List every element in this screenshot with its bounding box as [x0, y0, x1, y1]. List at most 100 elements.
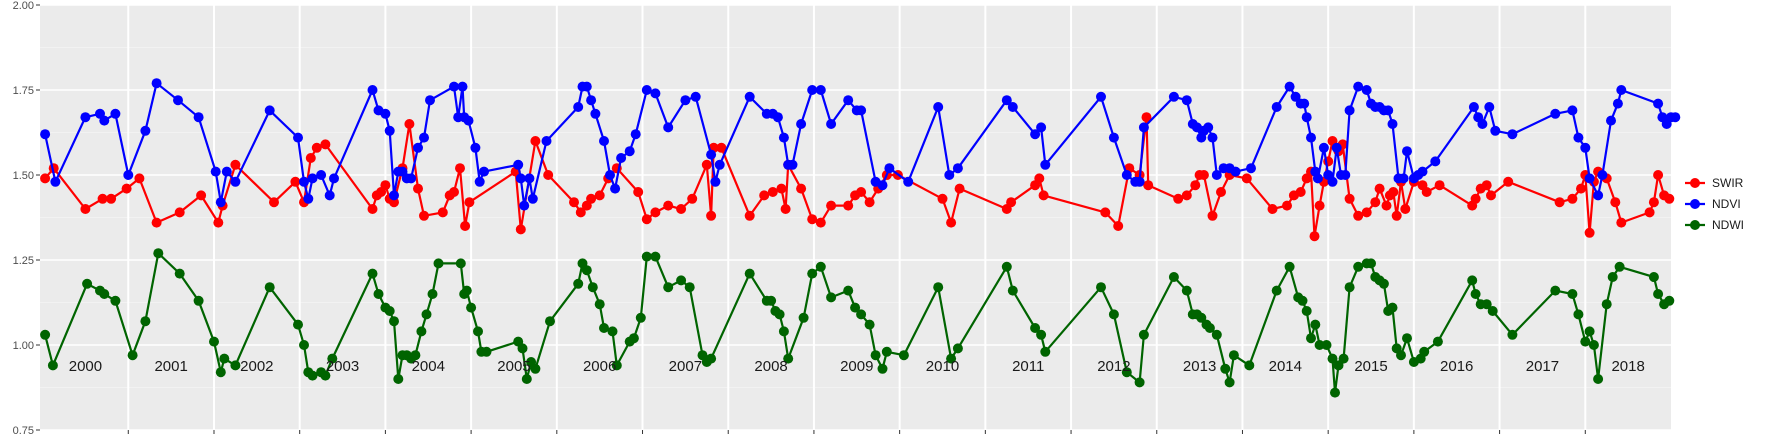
data-point: [937, 193, 948, 204]
data-point: [1353, 81, 1364, 92]
data-point: [210, 166, 221, 177]
data-point: [650, 207, 661, 218]
data-point: [933, 102, 944, 112]
data-point: [1040, 346, 1051, 357]
data-point: [1321, 340, 1332, 350]
year-label-2004: 2004: [412, 358, 445, 375]
data-point: [706, 210, 717, 221]
data-point: [1567, 289, 1578, 299]
data-point: [1503, 176, 1514, 187]
data-point: [594, 299, 605, 310]
data-point: [610, 183, 621, 194]
data-point: [404, 119, 415, 129]
data-point: [1550, 285, 1561, 296]
data-point: [1648, 197, 1659, 208]
data-point: [1216, 187, 1226, 197]
data-point: [815, 85, 826, 95]
data-point: [641, 214, 652, 225]
data-point: [40, 329, 51, 340]
data-point: [419, 210, 429, 221]
data-point: [264, 105, 275, 116]
legend-item-ndvi: NDVI: [1685, 197, 1741, 211]
year-label-2015: 2015: [1354, 358, 1387, 375]
data-point: [1430, 156, 1441, 167]
data-point: [1612, 98, 1623, 109]
data-point: [519, 200, 530, 211]
data-point: [663, 122, 674, 133]
data-point: [1344, 282, 1355, 293]
data-point: [783, 353, 794, 364]
data-point: [1477, 119, 1488, 129]
data-point: [1168, 91, 1179, 102]
data-point: [473, 326, 483, 337]
data-point: [311, 142, 322, 153]
data-point: [47, 360, 58, 371]
data-point: [1670, 112, 1681, 123]
year-label-2010: 2010: [926, 358, 959, 375]
data-point: [1006, 197, 1017, 208]
data-point: [305, 153, 316, 163]
data-point: [1108, 132, 1119, 143]
data-point: [140, 316, 151, 327]
data-point: [676, 204, 687, 214]
data-point: [1378, 278, 1389, 289]
data-point: [470, 142, 481, 153]
data-point: [1030, 323, 1041, 333]
data-point: [437, 207, 448, 218]
data-point: [151, 78, 162, 89]
data-point: [1284, 261, 1295, 272]
data-point: [1113, 221, 1124, 231]
data-point: [628, 333, 639, 344]
data-point: [1314, 340, 1325, 350]
data-point: [389, 190, 399, 201]
data-point: [299, 176, 309, 187]
data-point: [1100, 207, 1111, 218]
data-point: [380, 108, 391, 119]
data-point: [1374, 183, 1385, 194]
data-point: [1271, 102, 1282, 112]
data-point: [1134, 176, 1145, 187]
data-point: [1664, 193, 1675, 204]
data-point: [1490, 125, 1501, 136]
data-point: [1484, 102, 1495, 112]
data-point: [1211, 329, 1222, 340]
data-point: [1271, 285, 1282, 296]
data-point: [798, 312, 809, 323]
data-point: [1306, 333, 1316, 344]
data-point: [474, 176, 485, 187]
data-point: [1168, 272, 1179, 282]
data-point: [1554, 197, 1565, 208]
data-point: [1584, 173, 1595, 184]
data-point: [1353, 261, 1364, 272]
data-point: [1507, 329, 1518, 340]
data-point: [1318, 142, 1329, 153]
data-point: [1597, 170, 1608, 180]
data-point: [521, 374, 532, 384]
data-point: [307, 370, 318, 381]
data-point: [173, 95, 183, 106]
data-point: [676, 275, 687, 286]
data-point: [1381, 200, 1392, 211]
data-point: [264, 282, 275, 293]
data-point: [843, 285, 854, 296]
data-point: [687, 193, 698, 204]
data-point: [1419, 346, 1430, 357]
data-point: [530, 136, 541, 146]
data-point: [1196, 312, 1207, 323]
year-label-2013: 2013: [1183, 358, 1216, 375]
data-point: [97, 193, 108, 204]
data-point: [1181, 95, 1192, 106]
data-point: [716, 142, 727, 153]
data-point: [1487, 306, 1498, 316]
data-point: [269, 197, 279, 208]
data-point: [1301, 112, 1312, 123]
data-point: [581, 265, 592, 276]
data-point: [826, 292, 837, 303]
data-point: [530, 363, 541, 374]
data-point: [633, 187, 644, 197]
data-point: [1580, 336, 1591, 347]
data-point: [80, 204, 91, 214]
data-point: [110, 108, 121, 119]
data-point: [80, 112, 91, 123]
data-point: [433, 258, 444, 269]
